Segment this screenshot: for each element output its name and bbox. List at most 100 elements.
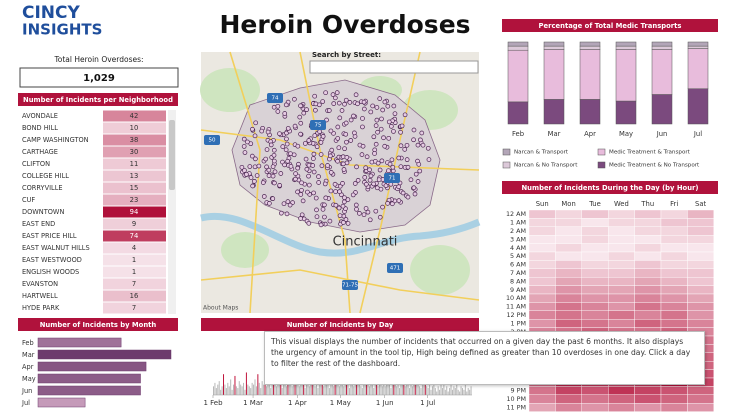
day-bar	[419, 386, 421, 395]
incident-dot	[284, 136, 289, 142]
incident-dot	[378, 126, 384, 132]
incident-dot	[283, 147, 289, 153]
incident-dot	[415, 179, 421, 184]
heat-cell	[608, 285, 635, 295]
heat-cell	[660, 243, 688, 253]
day-bar	[417, 382, 419, 395]
incident-dot	[355, 101, 360, 107]
day-bar	[291, 386, 293, 395]
heat-cell	[687, 209, 715, 219]
heat-cell	[660, 386, 688, 395]
heat-cell	[634, 394, 662, 404]
incident-dot	[336, 205, 342, 211]
day-bar	[340, 384, 342, 395]
incident-dot	[320, 134, 326, 139]
stack-segment	[687, 48, 709, 89]
day-bar	[251, 382, 253, 395]
incident-dot	[340, 203, 346, 209]
heat-cell	[581, 218, 609, 227]
stack-segment	[507, 49, 529, 103]
day-bar	[446, 386, 448, 395]
row-label: 12 PM	[506, 311, 526, 319]
incident-dot	[418, 137, 423, 143]
heat-cell	[528, 251, 556, 261]
heat-cell	[608, 218, 635, 227]
value-cell	[103, 266, 166, 278]
row-label: AVONDALE	[22, 112, 58, 120]
heat-cell	[528, 310, 556, 320]
incident-dot	[256, 163, 262, 169]
incident-dot	[371, 181, 376, 187]
highway-shield	[384, 173, 400, 183]
incident-dot	[402, 147, 408, 152]
legend-label: Narcan & Transport	[514, 150, 569, 156]
incident-dot	[313, 101, 319, 107]
incident-dot	[311, 190, 316, 196]
incident-dot	[344, 139, 349, 145]
stack-segment	[579, 49, 601, 100]
heat-cell	[581, 234, 609, 244]
incident-dot	[405, 194, 411, 200]
total-label: Total Heroin Overdoses:	[53, 55, 143, 64]
heat-cell	[634, 218, 662, 227]
heat-cell	[581, 243, 609, 253]
incident-dot	[413, 171, 419, 177]
stack-segment	[687, 41, 709, 47]
day-bar	[304, 388, 306, 395]
incident-dot	[298, 120, 304, 126]
day-bar	[227, 382, 229, 395]
value-label: 7	[132, 304, 136, 312]
day-bar	[323, 386, 325, 395]
heat-cell	[634, 310, 662, 320]
incident-dot	[336, 145, 342, 151]
row-label: 11 PM	[506, 403, 526, 411]
heat-cell	[608, 243, 635, 253]
value-label: 7	[132, 280, 136, 288]
day-bar	[248, 386, 250, 395]
incident-dot	[314, 144, 320, 150]
incident-dot	[252, 178, 257, 184]
day-bar	[439, 389, 441, 395]
panel-title: Percentage of Total Medic Transports	[539, 22, 682, 30]
incident-dot	[354, 206, 359, 212]
incident-dot	[313, 195, 319, 201]
heat-cell	[634, 243, 662, 253]
incident-dot	[351, 113, 356, 119]
category-label: Apr	[584, 130, 596, 138]
day-bar	[384, 386, 386, 395]
day-bar	[316, 382, 318, 395]
incident-dot	[247, 164, 253, 169]
incident-dot	[339, 108, 345, 113]
search-box[interactable]	[309, 60, 479, 74]
incident-dot	[372, 151, 377, 156]
category-label: Mar	[548, 130, 561, 138]
incident-dot	[297, 114, 303, 120]
highway-label: 74	[272, 96, 279, 102]
day-bar	[410, 384, 412, 395]
stack-segment	[579, 99, 601, 125]
day-bar	[380, 381, 382, 395]
day-bar	[318, 379, 320, 395]
heat-cell	[687, 285, 715, 295]
incident-dot	[323, 90, 328, 96]
day-bar	[443, 381, 445, 395]
incident-dot	[272, 180, 277, 186]
incident-dot	[291, 152, 297, 158]
day-bar	[277, 382, 279, 395]
incident-dot	[328, 188, 334, 194]
heat-cell	[608, 234, 635, 244]
day-bar	[413, 381, 415, 395]
stack-segment	[615, 49, 637, 102]
incident-dot	[379, 116, 384, 122]
row-label: ENGLISH WOODS	[22, 268, 79, 276]
day-bar	[254, 379, 256, 395]
incident-dot	[272, 169, 278, 175]
category-label: May	[619, 130, 633, 138]
heat-cell	[555, 319, 583, 328]
heat-cell	[660, 268, 688, 278]
heat-cell	[660, 319, 688, 328]
day-bar	[370, 381, 372, 395]
heat-cell	[608, 277, 635, 286]
incident-dot	[411, 185, 417, 191]
